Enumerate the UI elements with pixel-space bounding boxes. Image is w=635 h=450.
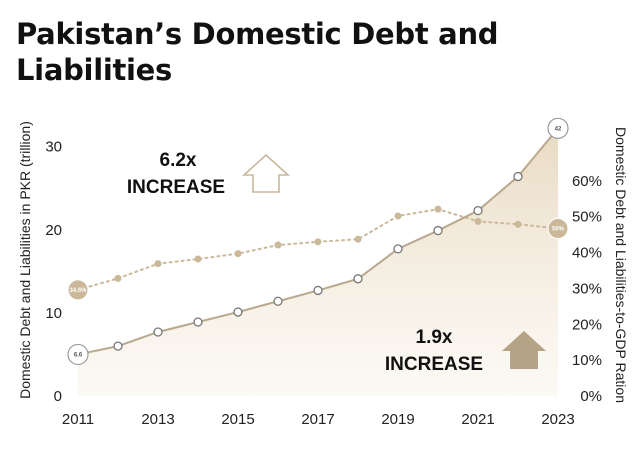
arrow-up-filled-icon (502, 331, 546, 369)
debt-point-2021 (473, 205, 483, 216)
y-right-tick-10%: 10% (572, 352, 602, 369)
x-tick-2023: 2023 (541, 411, 574, 428)
ratio-point-2021 (474, 217, 482, 225)
ratio-point-2014 (194, 255, 202, 263)
y-right-tick-50%: 50% (572, 209, 602, 226)
y-right-axis-label: Domestic Debt and Liabilities-to-GDP Rat… (613, 127, 629, 403)
annotation-2-text: INCREASE (385, 354, 483, 375)
debt-point-2012 (113, 341, 123, 351)
debt-point-2023 (547, 117, 569, 139)
ratio-point-2020 (434, 205, 442, 213)
x-tick-2019: 2019 (381, 411, 414, 428)
debt-point-2016 (273, 296, 283, 306)
ratio-point-2017 (314, 238, 322, 246)
y-left-tick-20: 20 (45, 222, 62, 239)
y-right-tick-20%: 20% (572, 316, 602, 333)
y-right-tick-60%: 60% (572, 173, 602, 190)
chart-title: Pakistan’s Domestic Debt and Liabilities (16, 17, 499, 87)
y-right-tick-40%: 40% (572, 245, 602, 262)
y-left-axis-label: Domestic Debt and Liabilities in PKR (tr… (17, 121, 33, 399)
ratio-point-2016 (274, 241, 282, 249)
y-right-tick-30%: 30% (572, 280, 602, 297)
ratio-point-2018 (354, 235, 362, 243)
annotation-2-value: 1.9x (416, 327, 453, 348)
x-tick-2017: 2017 (301, 411, 334, 428)
debt-point-2011 (67, 343, 89, 366)
point-label-ratio-2023: 50% (552, 227, 565, 233)
point-label-ratio-2011: 34.6% (69, 288, 87, 294)
ratio-point-2023 (547, 218, 569, 240)
annotation-1-value: 6.2x (160, 150, 197, 171)
ratio-point-2013 (154, 260, 162, 268)
annotation-1-text: INCREASE (127, 177, 225, 198)
y-left-tick-10: 10 (45, 305, 62, 322)
arrow-up-outline-icon (241, 153, 291, 193)
debt-point-2022 (513, 171, 523, 182)
debt-point-2017 (313, 285, 323, 296)
debt-point-2014 (193, 317, 203, 327)
x-tick-2013: 2013 (141, 411, 174, 428)
debt-point-2015 (233, 307, 243, 317)
ratio-point-2015 (234, 250, 242, 258)
x-tick-2021: 2021 (461, 411, 494, 428)
y-left-tick-30: 30 (45, 139, 62, 156)
ratio-point-2012 (114, 274, 122, 282)
debt-point-2019 (393, 244, 403, 254)
point-label-debt-2023: 42 (555, 126, 562, 132)
y-left-tick-0: 0 (54, 388, 62, 405)
x-tick-2015: 2015 (221, 411, 254, 428)
debt-point-2013 (153, 327, 163, 337)
x-tick-2011: 2011 (62, 411, 94, 428)
ratio-point-2022 (514, 220, 522, 228)
ratio-point-2019 (394, 212, 402, 220)
debt-point-2020 (433, 225, 443, 236)
point-label-debt-2011: 6.6 (74, 352, 83, 358)
y-right-tick-0%: 0% (580, 388, 602, 405)
debt-area (78, 128, 558, 396)
debt-point-2018 (353, 274, 363, 284)
ratio-point-2011 (67, 279, 89, 301)
